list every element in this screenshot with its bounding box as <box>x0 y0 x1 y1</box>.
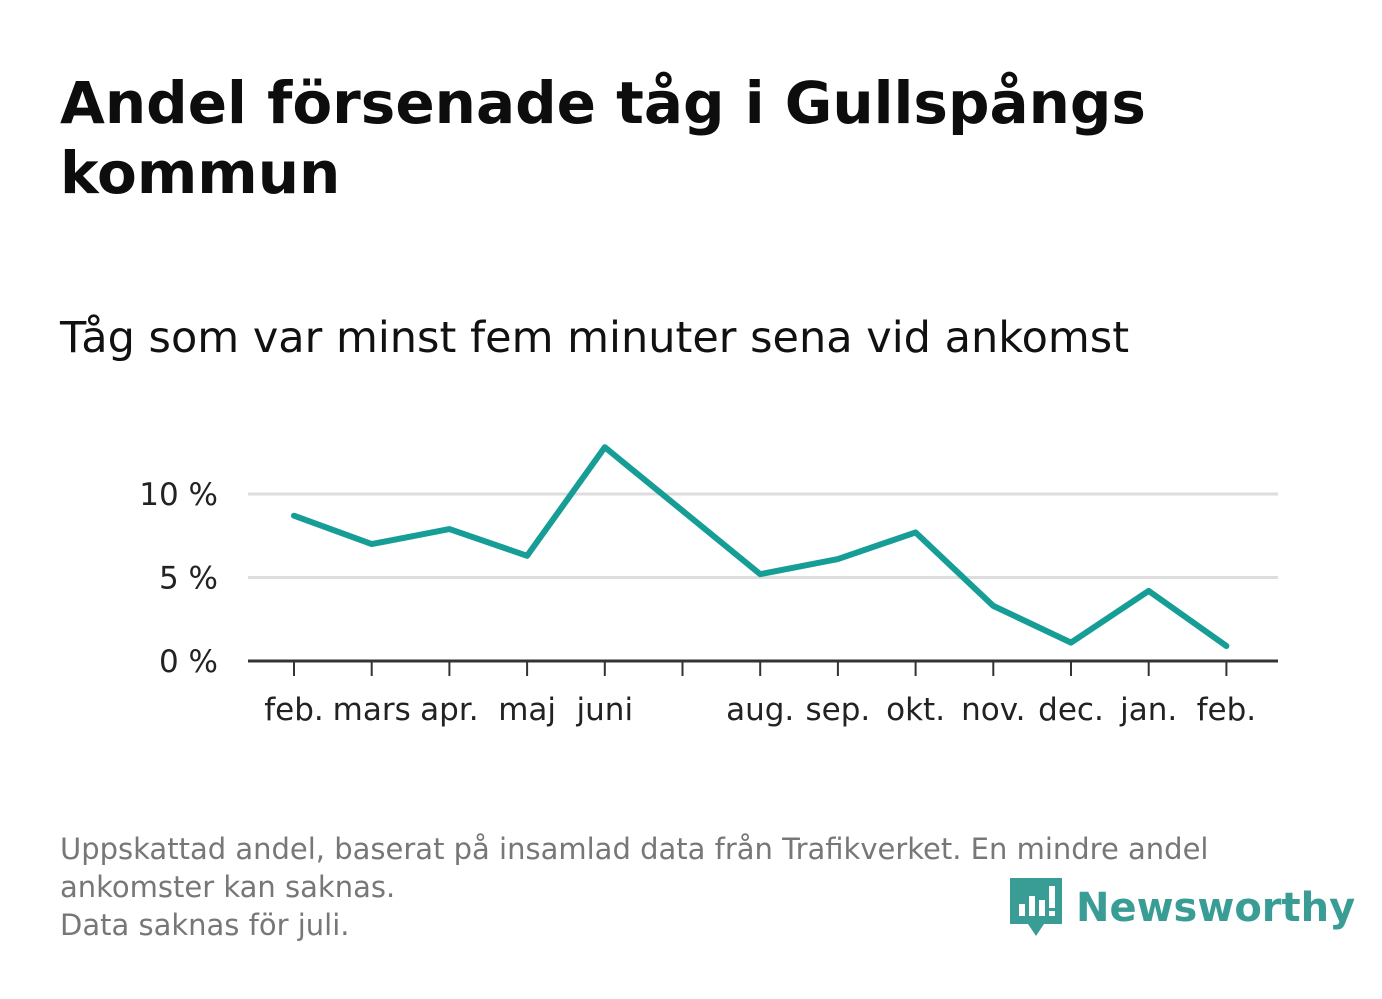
data-point <box>371 543 373 545</box>
gridlines <box>248 492 1278 579</box>
x-axis <box>248 659 1278 676</box>
newsworthy-bar-chart-icon <box>1010 878 1062 936</box>
data-point <box>526 555 528 557</box>
x-tick-label: apr. <box>420 692 478 728</box>
data-point <box>837 558 839 560</box>
series <box>291 444 1230 649</box>
x-tick-label: mars <box>333 692 411 728</box>
x-tick-label: nov. <box>961 692 1025 728</box>
data-point <box>448 528 450 530</box>
chart-title: Andel försenade tåg i Gullspångs kommun <box>60 69 1146 207</box>
x-tick-label: feb. <box>1197 692 1257 728</box>
footnote: Uppskattad andel, baserat på insamlad da… <box>60 830 1320 944</box>
data-point <box>992 605 994 607</box>
y-axis-labels: 0 % 5 % 10 % <box>139 477 218 680</box>
x-tick-label: juni <box>576 692 634 728</box>
data-point <box>604 446 606 448</box>
x-tick-label: dec. <box>1038 692 1104 728</box>
data-point <box>915 531 917 533</box>
x-tick-label: maj <box>498 692 556 728</box>
data-point <box>1070 642 1072 644</box>
x-tick-label: sep. <box>806 692 871 728</box>
data-point <box>1225 645 1227 647</box>
x-tick-label: jan. <box>1119 692 1177 728</box>
y-tick-label: 5 % <box>159 561 218 597</box>
y-tick-label: 10 % <box>139 477 218 513</box>
footnote-line-1: Uppskattad andel, baserat på insamlad da… <box>60 832 1209 904</box>
x-tick-label: okt. <box>886 692 945 728</box>
x-tick-label: feb. <box>264 692 324 728</box>
data-point <box>759 573 761 575</box>
footnote-line-2: Data saknas för juli. <box>60 908 350 942</box>
x-axis-labels: feb. mars apr. maj juni aug. sep. okt. nov. dec. j… <box>264 692 1256 728</box>
newsworthy-logo: Newsworthy <box>1010 878 1355 938</box>
data-point <box>293 515 295 517</box>
data-point <box>1148 590 1150 592</box>
series-line <box>291 444 1230 649</box>
chart-subtitle: Tåg som var minst fem minuter sena vid a… <box>60 313 1130 363</box>
logo-text: Newsworthy <box>1076 885 1356 931</box>
data-point <box>682 510 683 512</box>
x-tick-label: aug. <box>726 692 794 728</box>
line-chart: 0 %5 %10 % feb. mars apr. maj juni aug. sep. ok… <box>139 444 1278 728</box>
y-tick-label: 0 % <box>159 644 218 680</box>
